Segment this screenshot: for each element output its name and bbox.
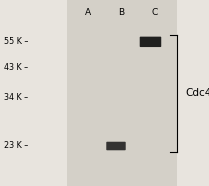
Bar (67, 0, 177, 186)
FancyBboxPatch shape (106, 142, 126, 150)
Text: A: A (85, 8, 91, 17)
Text: Cdc42: Cdc42 (185, 88, 209, 98)
Text: 55 K –: 55 K – (4, 37, 29, 46)
Text: 23 K –: 23 K – (4, 141, 28, 150)
FancyBboxPatch shape (140, 37, 161, 47)
Text: 34 K –: 34 K – (4, 93, 28, 102)
Text: B: B (118, 8, 124, 17)
Text: 43 K –: 43 K – (4, 63, 28, 72)
Text: C: C (152, 8, 158, 17)
